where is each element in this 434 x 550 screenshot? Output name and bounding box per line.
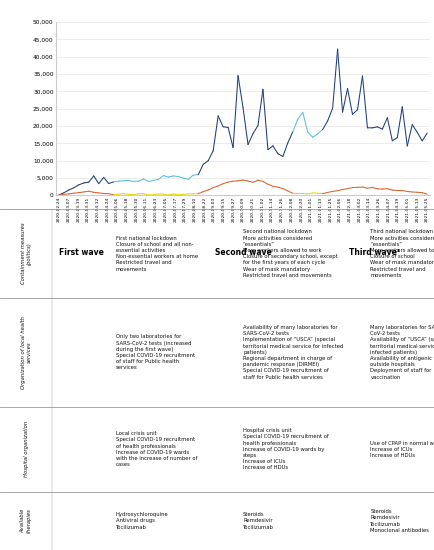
Text: Hospital organization: Hospital organization [23,421,29,477]
Text: Only two laboratories for
SARS-CoV-2 tests (increased
during the first wave)
Spe: Only two laboratories for SARS-CoV-2 tes… [116,334,195,370]
Text: Organization of local health
services: Organization of local health services [21,316,31,389]
Text: Available
therapies: Available therapies [21,509,31,534]
Text: Hydroxychloroquine
Antiviral drugs
Tocilizumab: Hydroxychloroquine Antiviral drugs Tocil… [116,512,168,530]
Text: Third wave¹: Third wave¹ [349,248,400,257]
Text: Steroids
Remdesivir
Tocilizumab: Steroids Remdesivir Tocilizumab [243,512,274,530]
Text: Availability of many laboratories for
SARS-CoV-2 tests
Implementation of “USCA” : Availability of many laboratories for SA… [243,325,343,380]
Text: Use of CPAP in normal wards
Increase of ICUs
Increase of HDUs: Use of CPAP in normal wards Increase of … [370,441,434,458]
Text: First national lockdown
Closure of school and all non-
essential activities
Non-: First national lockdown Closure of schoo… [116,235,198,272]
Text: Second national lockdown
More activities considered
“essentials”
More workers al: Second national lockdown More activities… [243,229,338,278]
Text: Many laboratories for SARS-
CoV-2 tests
Availability of “USCA” (special
territor: Many laboratories for SARS- CoV-2 tests … [370,325,434,380]
Text: Local crisis unit
Special COVID-19 recruitment
of health professionals
Increase : Local crisis unit Special COVID-19 recru… [116,431,197,467]
Text: Hospital crisis unit
Special COVID-19 recruitment of
health professionals
Increa: Hospital crisis unit Special COVID-19 re… [243,428,329,470]
Text: Third national lockdown
More activities considered
“essentials”
More workers all: Third national lockdown More activities … [370,229,434,278]
Text: Second wave: Second wave [215,248,271,257]
Text: First wave: First wave [59,248,104,257]
Text: Steroids
Remdesivir
Tocilizumab
Monoclonal antibodies: Steroids Remdesivir Tocilizumab Monoclon… [370,509,429,533]
Text: Containment measures
(politics): Containment measures (politics) [21,223,31,284]
